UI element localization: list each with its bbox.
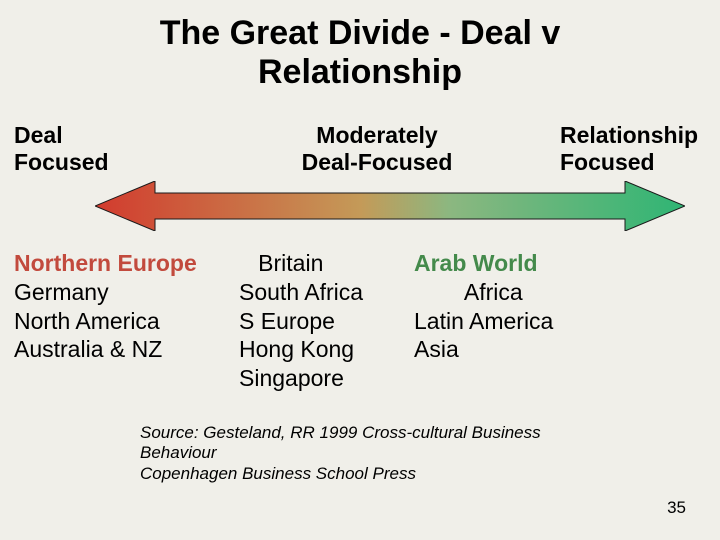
title-line2: Relationship	[258, 53, 462, 91]
label-right-l2: Focused	[560, 149, 655, 175]
label-moderately: Moderately Deal-Focused	[267, 122, 487, 175]
source-citation: Source: Gesteland, RR 1999 Cross-cultura…	[0, 393, 580, 484]
country-columns: Northern Europe Germany North America Au…	[0, 231, 720, 393]
double-arrow-icon	[95, 181, 685, 231]
c2-item: S Europe	[239, 307, 414, 336]
slide-title: The Great Divide - Deal v Relationship	[0, 0, 720, 92]
label-left-l2: Focused	[14, 149, 109, 175]
page-number: 35	[667, 498, 686, 518]
c3-item: Asia	[414, 335, 634, 364]
label-right-l1: Relationship	[560, 122, 698, 148]
c1-item: Australia & NZ	[14, 335, 239, 364]
c2-item: South Africa	[239, 278, 414, 307]
label-deal-focused: Deal Focused	[14, 122, 194, 175]
spectrum-arrow	[95, 181, 685, 231]
c1-item: Germany	[14, 278, 239, 307]
column-relationship-focused: Arab World Africa Latin America Asia	[414, 249, 634, 393]
c2-item: Hong Kong	[239, 335, 414, 364]
column-deal-focused: Northern Europe Germany North America Au…	[14, 249, 239, 393]
title-line1: The Great Divide - Deal v	[160, 14, 561, 52]
source-line2: Copenhagen Business School Press	[140, 464, 416, 483]
label-relationship-focused: Relationship Focused	[560, 122, 710, 175]
source-line1: Source: Gesteland, RR 1999 Cross-cultura…	[140, 423, 541, 462]
c2-item: Singapore	[239, 364, 414, 393]
column-moderate: Britain South Africa S Europe Hong Kong …	[239, 249, 414, 393]
c1-highlight: Northern Europe	[14, 249, 239, 278]
c3-highlight: Arab World	[414, 249, 634, 278]
c1-item: North America	[14, 307, 239, 336]
label-left-l1: Deal	[14, 122, 63, 148]
c2-item: Britain	[239, 249, 414, 278]
label-mid-l2: Deal-Focused	[302, 149, 453, 175]
label-mid-l1: Moderately	[316, 122, 437, 148]
c3-item: Africa	[414, 278, 634, 307]
spectrum-labels: Deal Focused Moderately Deal-Focused Rel…	[0, 92, 720, 175]
c3-item: Latin America	[414, 307, 634, 336]
